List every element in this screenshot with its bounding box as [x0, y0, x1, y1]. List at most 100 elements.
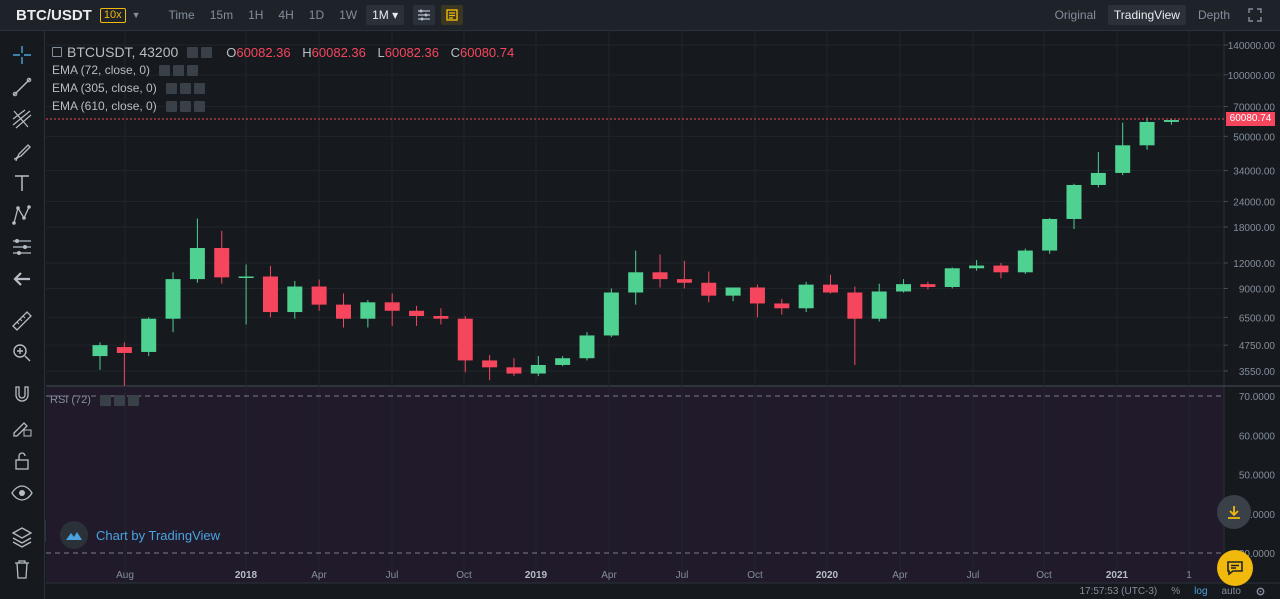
view-selector: Original TradingView Depth: [1043, 5, 1262, 25]
chart-footer: 17:57:53 (UTC-3) % log auto: [1030, 583, 1280, 599]
candle-body: [92, 345, 108, 357]
price-tick-label: 70000.00: [1233, 102, 1275, 113]
pattern-icon[interactable]: [10, 203, 34, 227]
rsi-tick-label: 60.0000: [1239, 431, 1276, 442]
gear-icon[interactable]: [1255, 586, 1266, 597]
time-tick-label: 2020: [816, 570, 839, 581]
zoom-in-icon[interactable]: [10, 341, 34, 365]
chat-button[interactable]: [1217, 550, 1253, 586]
last-price-tag: 60080.74: [1226, 112, 1275, 126]
price-tick-label: 18000.00: [1233, 223, 1275, 234]
rsi-tick-label: 70.0000: [1239, 392, 1276, 403]
crosshair-icon[interactable]: [10, 43, 34, 67]
gear-icon[interactable]: [201, 46, 213, 58]
notes-button[interactable]: [441, 5, 464, 25]
chevron-down-icon[interactable]: ▼: [131, 10, 141, 20]
tradingview-logo-icon: [60, 521, 88, 549]
eye-icon[interactable]: [165, 82, 177, 94]
time-tick-label: Jul: [967, 570, 980, 581]
interval-15m[interactable]: 15m: [209, 8, 234, 22]
eye-icon[interactable]: [187, 46, 199, 58]
ema-610-label: EMA (610, close, 0): [52, 99, 157, 113]
candle-body: [920, 284, 936, 288]
time-tick-label: 2021: [1106, 570, 1129, 581]
arrow-left-icon[interactable]: [10, 267, 34, 291]
candlestick-chart[interactable]: 140000.00 100000.00 70000.00 50000.00 34000.…: [46, 31, 1280, 599]
gear-icon[interactable]: [113, 394, 125, 406]
eye-icon[interactable]: [10, 481, 34, 505]
view-tradingview[interactable]: TradingView: [1107, 5, 1186, 25]
candle-body: [701, 282, 717, 296]
chart-area[interactable]: 140000.00 100000.00 70000.00 50000.00 34000.…: [46, 31, 1280, 599]
trash-icon[interactable]: [10, 557, 34, 581]
low-label: L: [377, 44, 385, 60]
close-icon[interactable]: [193, 100, 205, 112]
ohlc-values: O60082.36 H60082.36 L60082.36 C60080.74: [218, 45, 514, 60]
candle-body: [1163, 120, 1179, 122]
eye-icon[interactable]: [165, 100, 177, 112]
price-tick-label: 24000.00: [1233, 197, 1275, 208]
top-toolbar: BTC/USDT 10x ▼ Time 15m 1H 4H 1D 1W 1M ▾…: [0, 0, 1280, 31]
time-tick-label: Jul: [386, 570, 399, 581]
indicator-settings-button[interactable]: [413, 5, 436, 25]
fullscreen-icon[interactable]: [1248, 8, 1262, 22]
rsi-tick-label: 40.0000: [1239, 510, 1276, 521]
rsi-tick-label: 50.0000: [1239, 471, 1276, 482]
interval-4h[interactable]: 4H: [278, 8, 294, 22]
candle-body: [628, 272, 644, 293]
gear-icon[interactable]: [179, 82, 191, 94]
interval-1w[interactable]: 1W: [339, 8, 358, 22]
candle-body: [798, 284, 814, 309]
price-tick-label: 9000.00: [1239, 284, 1276, 295]
trend-line-icon[interactable]: [10, 75, 34, 99]
candle-body: [993, 265, 1009, 273]
view-original[interactable]: Original: [1054, 8, 1096, 22]
candle-body: [506, 367, 522, 374]
close-icon[interactable]: [187, 64, 199, 76]
candle-body: [1066, 184, 1082, 219]
collapse-legend-icon[interactable]: [52, 47, 62, 57]
tradingview-watermark[interactable]: Chart by TradingView: [60, 521, 220, 549]
download-button[interactable]: [1217, 495, 1251, 529]
auto-toggle[interactable]: auto: [1221, 585, 1241, 597]
interval-time[interactable]: Time: [168, 8, 195, 22]
log-toggle[interactable]: log: [1194, 585, 1208, 597]
prediction-icon[interactable]: [10, 235, 34, 259]
eye-icon[interactable]: [159, 64, 171, 76]
gear-icon[interactable]: [173, 64, 185, 76]
pitchfork-icon[interactable]: [10, 107, 34, 131]
close-icon[interactable]: [193, 82, 205, 94]
interval-1m[interactable]: 1M ▾: [366, 5, 405, 25]
candle-body: [262, 276, 278, 313]
text-tool-icon[interactable]: [10, 171, 34, 195]
interval-selector: Time 15m 1H 4H 1D 1W 1M ▾: [163, 5, 464, 25]
ruler-icon[interactable]: [10, 309, 34, 333]
view-depth[interactable]: Depth: [1197, 8, 1230, 22]
candle-body: [969, 265, 985, 269]
candle-body: [1115, 145, 1131, 173]
open-label: O: [226, 44, 237, 60]
candle-body: [457, 318, 473, 361]
low-value: 60082.36: [384, 44, 439, 60]
ema-305-label: EMA (305, close, 0): [52, 81, 157, 95]
time-tick-label: Apr: [892, 570, 908, 581]
magnet-icon[interactable]: [10, 383, 34, 407]
close-value: 60080.74: [460, 44, 515, 60]
gear-icon[interactable]: [179, 100, 191, 112]
close-icon[interactable]: [127, 394, 139, 406]
leverage-badge[interactable]: 10x: [99, 7, 126, 23]
percent-toggle[interactable]: %: [1171, 585, 1181, 597]
pair-title[interactable]: BTC/USDT: [16, 6, 92, 24]
candle-body: [530, 364, 546, 374]
high-value: 60082.36: [311, 44, 366, 60]
brush-icon[interactable]: [10, 139, 34, 163]
unlock-icon[interactable]: [10, 449, 34, 473]
lock-pencil-icon[interactable]: [10, 415, 34, 439]
interval-1h[interactable]: 1H: [248, 8, 264, 22]
layers-icon[interactable]: [10, 525, 34, 549]
time-tick-label: Jul: [676, 570, 689, 581]
open-value: 60082.36: [236, 44, 291, 60]
eye-icon[interactable]: [99, 394, 111, 406]
rsi-legend: RSI (72): [50, 394, 139, 406]
interval-1d[interactable]: 1D: [308, 8, 325, 22]
